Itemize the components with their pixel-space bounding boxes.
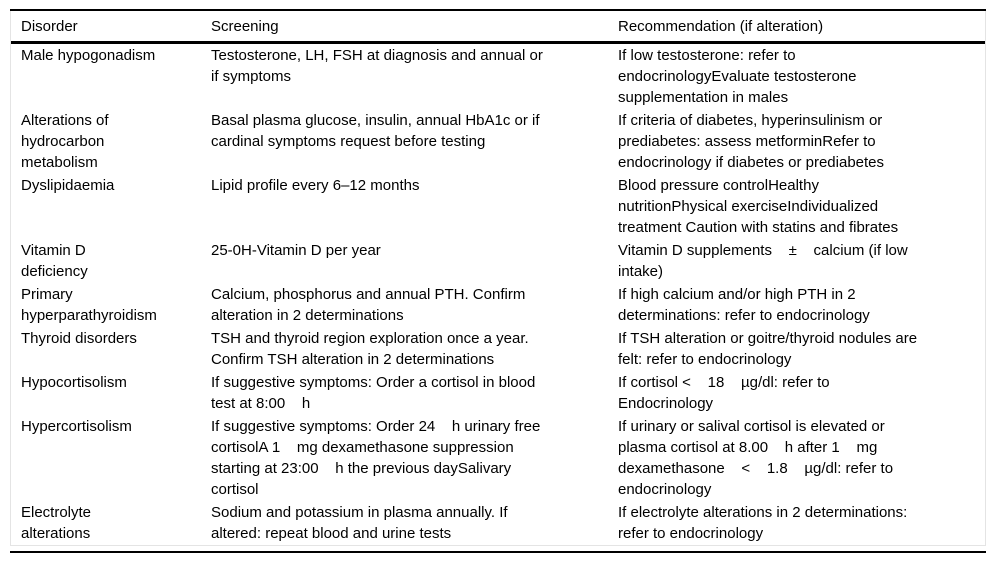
cell-disorder: Dyslipidaemia — [21, 177, 115, 194]
cell-screening: If suggestive symptoms: Order 24 h urina… — [211, 418, 541, 498]
table-row: Male hypogonadism Testosterone, LH, FSH … — [11, 44, 985, 109]
cell-recommendation: If electrolyte alterations in 2 determin… — [618, 504, 908, 542]
table-body: Male hypogonadism Testosterone, LH, FSH … — [11, 44, 985, 545]
table-row: Electrolyte alterations Sodium and potas… — [11, 501, 985, 545]
table-row: Dyslipidaemia Lipid profile every 6–12 m… — [11, 174, 985, 239]
column-header-recommendation: Recommendation (if alteration) — [618, 18, 824, 35]
cell-disorder: Primary hyperparathyroidism — [21, 286, 157, 324]
cell-screening: Sodium and potassium in plasma annually.… — [211, 504, 508, 542]
cell-disorder: Electrolyte alterations — [21, 504, 92, 542]
cell-disorder: Hypercortisolism — [21, 418, 132, 435]
table-row: Vitamin D deficiency 25-0H-Vitamin D per… — [11, 239, 985, 283]
table-row: Thyroid disorders TSH and thyroid region… — [11, 327, 985, 371]
cell-screening: Lipid profile every 6–12 months — [211, 177, 420, 194]
cell-recommendation: If urinary or salival cortisol is elevat… — [618, 418, 894, 498]
cell-disorder: Hypocortisolism — [21, 374, 127, 391]
cell-screening: If suggestive symptoms: Order a cortisol… — [211, 374, 536, 412]
cell-recommendation: If low testosterone: refer to endocrinol… — [618, 47, 857, 106]
column-header-screening: Screening — [211, 18, 279, 35]
cell-disorder: Thyroid disorders — [21, 330, 137, 347]
table-row: Hypocortisolism If suggestive symptoms: … — [11, 371, 985, 415]
header-separator-rule — [11, 41, 985, 44]
cell-screening: Testosterone, LH, FSH at diagnosis and a… — [211, 47, 543, 85]
table-frame: Disorder Screening Recommendation (if al… — [10, 11, 986, 546]
cell-screening: 25-0H-Vitamin D per year — [211, 242, 381, 259]
cell-recommendation: Vitamin D supplements ± calcium (if low … — [618, 242, 908, 280]
cell-recommendation: If cortisol < 18 µg/dl: refer to Endocri… — [618, 374, 830, 412]
cell-recommendation: If high calcium and/or high PTH in 2 det… — [618, 286, 870, 324]
screening-table: Disorder Screening Recommendation (if al… — [10, 9, 986, 553]
cell-screening: TSH and thyroid region exploration once … — [211, 330, 529, 368]
table-row: Hypercortisolism If suggestive symptoms:… — [11, 415, 985, 501]
table-bottom-rule — [10, 551, 986, 553]
table-row: Primary hyperparathyroidism Calcium, pho… — [11, 283, 985, 327]
cell-recommendation: If TSH alteration or goitre/thyroid nodu… — [618, 330, 918, 368]
cell-screening: Basal plasma glucose, insulin, annual Hb… — [211, 112, 540, 150]
cell-recommendation: If criteria of diabetes, hyperinsulinism… — [618, 112, 885, 171]
cell-disorder: Male hypogonadism — [21, 47, 156, 64]
cell-disorder: Alterations of hydrocarbon metabolism — [21, 112, 109, 171]
cell-screening: Calcium, phosphorus and annual PTH. Conf… — [211, 286, 526, 324]
cell-disorder: Vitamin D deficiency — [21, 242, 88, 280]
column-header-disorder: Disorder — [21, 18, 78, 35]
cell-recommendation: Blood pressure controlHealthy nutritionP… — [618, 177, 899, 236]
table-top-rule — [10, 9, 986, 11]
table-header-row: Disorder Screening Recommendation (if al… — [11, 11, 985, 41]
table-row: Alterations of hydrocarbon metabolism Ba… — [11, 109, 985, 174]
